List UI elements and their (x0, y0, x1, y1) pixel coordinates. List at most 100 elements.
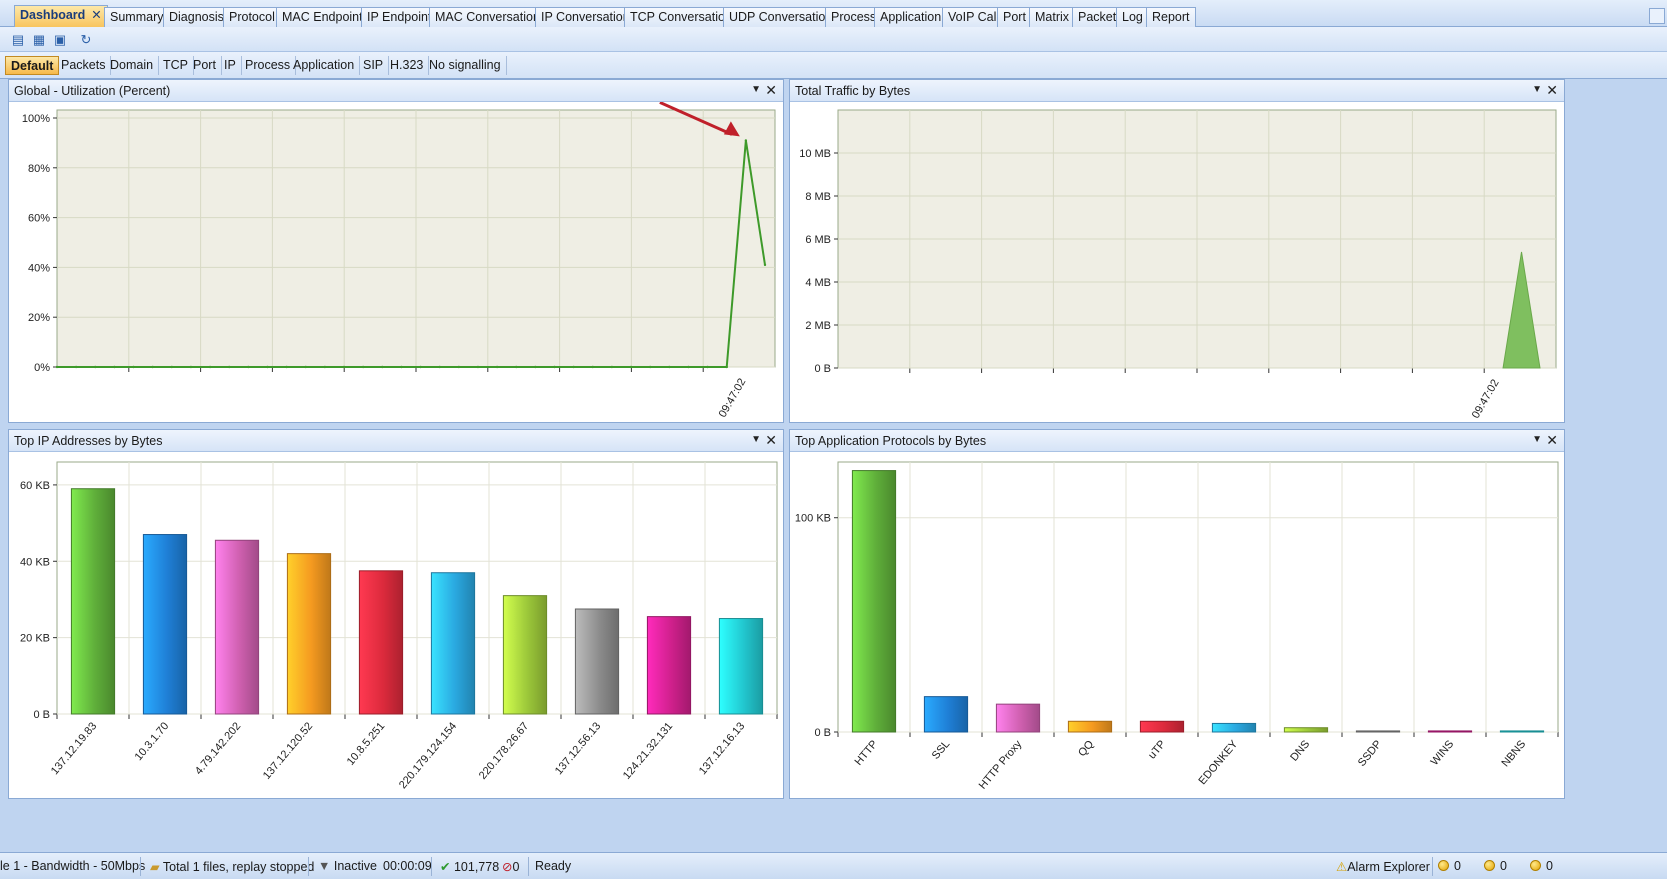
category-label: 124.21.32.131 (621, 720, 675, 782)
category-label: SSL (930, 738, 953, 762)
data-point (113, 365, 116, 369)
view-toolbar: ▤ ▦ ▣ ↻ (0, 27, 1667, 52)
alarm-count-2[interactable]: 0 (1484, 859, 1507, 873)
filter-packets[interactable]: Packets (56, 56, 112, 75)
data-point (706, 365, 709, 369)
tab-label: MAC Conversation (435, 10, 540, 24)
filter-port[interactable]: Port (188, 56, 222, 75)
status-divider (308, 857, 309, 876)
chevron-down-icon[interactable]: ▼ (1532, 84, 1542, 95)
filter-h-323[interactable]: H.323 (385, 56, 430, 75)
tab-udp-conversation[interactable]: UDP Conversation (723, 7, 839, 27)
filter-process[interactable]: Process (240, 56, 297, 75)
data-point (266, 365, 269, 369)
y-tick-label: 6 MB (805, 234, 831, 246)
tab-dashboard[interactable]: Dashboard ✕ (14, 5, 108, 28)
filter-domain[interactable]: Domain (105, 56, 160, 75)
new-view-icon[interactable]: ▤ (11, 31, 25, 47)
status-filter[interactable]: ▼ Inactive (318, 859, 377, 873)
data-point (515, 365, 518, 369)
data-point (189, 365, 193, 369)
bar (142, 534, 188, 715)
filter-tcp[interactable]: TCP (158, 56, 194, 75)
status-bar: le 1 - Bandwidth - 50Mbps ▰ Total 1 file… (0, 852, 1667, 879)
tab-protocol[interactable]: Protocol (223, 7, 281, 27)
alarm-dot-icon (1484, 860, 1495, 871)
tab-diagnosis[interactable]: Diagnosis (163, 7, 230, 27)
data-point (591, 365, 594, 369)
close-tab-icon[interactable]: ✕ (91, 8, 102, 22)
tab-ip-conversation[interactable]: IP Conversation (535, 7, 636, 27)
tab-label: IP Conversation (541, 10, 630, 24)
data-point (668, 365, 671, 369)
tab-label: UDP Conversation (729, 10, 833, 24)
filter-ip[interactable]: IP (219, 56, 242, 75)
tab-ip-endpoint[interactable]: IP Endpoint (361, 7, 438, 27)
status-divider (140, 857, 141, 876)
top-app-panel: Top Application Protocols by Bytes ▼ ✕ 0… (789, 429, 1565, 799)
y-tick-label: 100% (22, 113, 50, 125)
tab-summary[interactable]: Summary (104, 7, 170, 27)
y-tick-label: 4 MB (805, 277, 831, 289)
close-icon[interactable]: ✕ (1546, 82, 1558, 98)
chevron-down-icon[interactable]: ▼ (751, 84, 761, 95)
data-point (572, 365, 575, 369)
utilization-chart: 0% 20% 40% 60% 80% 100% 09:47:02 (22, 102, 776, 420)
data-point (725, 365, 728, 369)
filter-application[interactable]: Application (288, 56, 361, 75)
tab-mac-conversation[interactable]: MAC Conversation (429, 7, 546, 27)
delete-view-icon[interactable]: ▣ (53, 31, 67, 47)
alarm-explorer-button[interactable]: ⚠Alarm Explorer (1336, 859, 1430, 874)
chevron-down-icon[interactable]: ▼ (1532, 434, 1542, 445)
chevron-down-icon[interactable]: ▼ (751, 434, 761, 445)
utilization-panel: Global - Utilization (Percent) ▼ ✕ 0% 20%… (8, 79, 784, 423)
category-label: SSDP (1356, 738, 1384, 769)
close-icon[interactable]: ✕ (1546, 432, 1558, 448)
category-label: WINS (1429, 738, 1457, 768)
tab-report[interactable]: Report (1146, 7, 1196, 27)
tab-packet[interactable]: Packet (1072, 7, 1123, 27)
y-tick-label: 60% (28, 213, 50, 225)
y-tick-label: 80% (28, 163, 50, 175)
category-label: 137.12.120.52 (261, 720, 315, 782)
category-label: 137.12.56.13 (553, 720, 603, 777)
tab-label: TCP Conversation (630, 10, 732, 24)
data-point (495, 365, 499, 369)
refresh-icon[interactable]: ↻ (80, 31, 92, 47)
status-file: le 1 - Bandwidth - 50Mbps (0, 859, 146, 873)
alarm-count-3[interactable]: 0 (1530, 859, 1553, 873)
filter-sip[interactable]: SIP (358, 56, 390, 75)
edit-view-icon[interactable]: ▦ (32, 31, 46, 47)
tab-label: Port (1003, 10, 1026, 24)
tab-tcp-conversation[interactable]: TCP Conversation (624, 7, 738, 27)
filter-default[interactable]: Default (5, 56, 60, 75)
tab-log[interactable]: Log (1116, 7, 1149, 27)
status-elapsed: 00:00:09 (383, 859, 432, 873)
alarm-count-text: 0 (1546, 859, 1553, 873)
tab-voip-call[interactable]: VoIP Call (942, 7, 1006, 27)
bar (70, 488, 116, 715)
data-point (381, 365, 384, 369)
tab-matrix[interactable]: Matrix (1029, 7, 1076, 27)
data-point (361, 365, 365, 369)
tab-label: MAC Endpoint (282, 10, 363, 24)
panel-header: Total Traffic by Bytes ▼ ✕ (790, 80, 1564, 102)
bar (502, 595, 548, 715)
document-tab-bar: Dashboard ✕ Summary Diagnosis Protocol MAC En… (0, 0, 1667, 28)
tab-port[interactable]: Port (997, 7, 1032, 27)
close-icon[interactable]: ✕ (765, 432, 777, 448)
bar (995, 703, 1041, 733)
tab-list-menu-icon[interactable] (1649, 8, 1665, 24)
alarm-count-1[interactable]: 0 (1438, 859, 1461, 873)
tab-mac-endpoint[interactable]: MAC Endpoint (276, 7, 369, 27)
tab-application[interactable]: Application (874, 7, 948, 27)
tab-label: Summary (110, 10, 164, 24)
y-tick-label: 60 KB (20, 480, 50, 492)
close-icon[interactable]: ✕ (765, 82, 777, 98)
warning-icon: ⚠ (1336, 860, 1348, 874)
tab-label: Report (1152, 10, 1190, 24)
data-point (285, 365, 288, 369)
filter-no-signalling[interactable]: No signalling (424, 56, 507, 75)
bar (286, 553, 332, 715)
category-label: QQ (1076, 738, 1096, 759)
